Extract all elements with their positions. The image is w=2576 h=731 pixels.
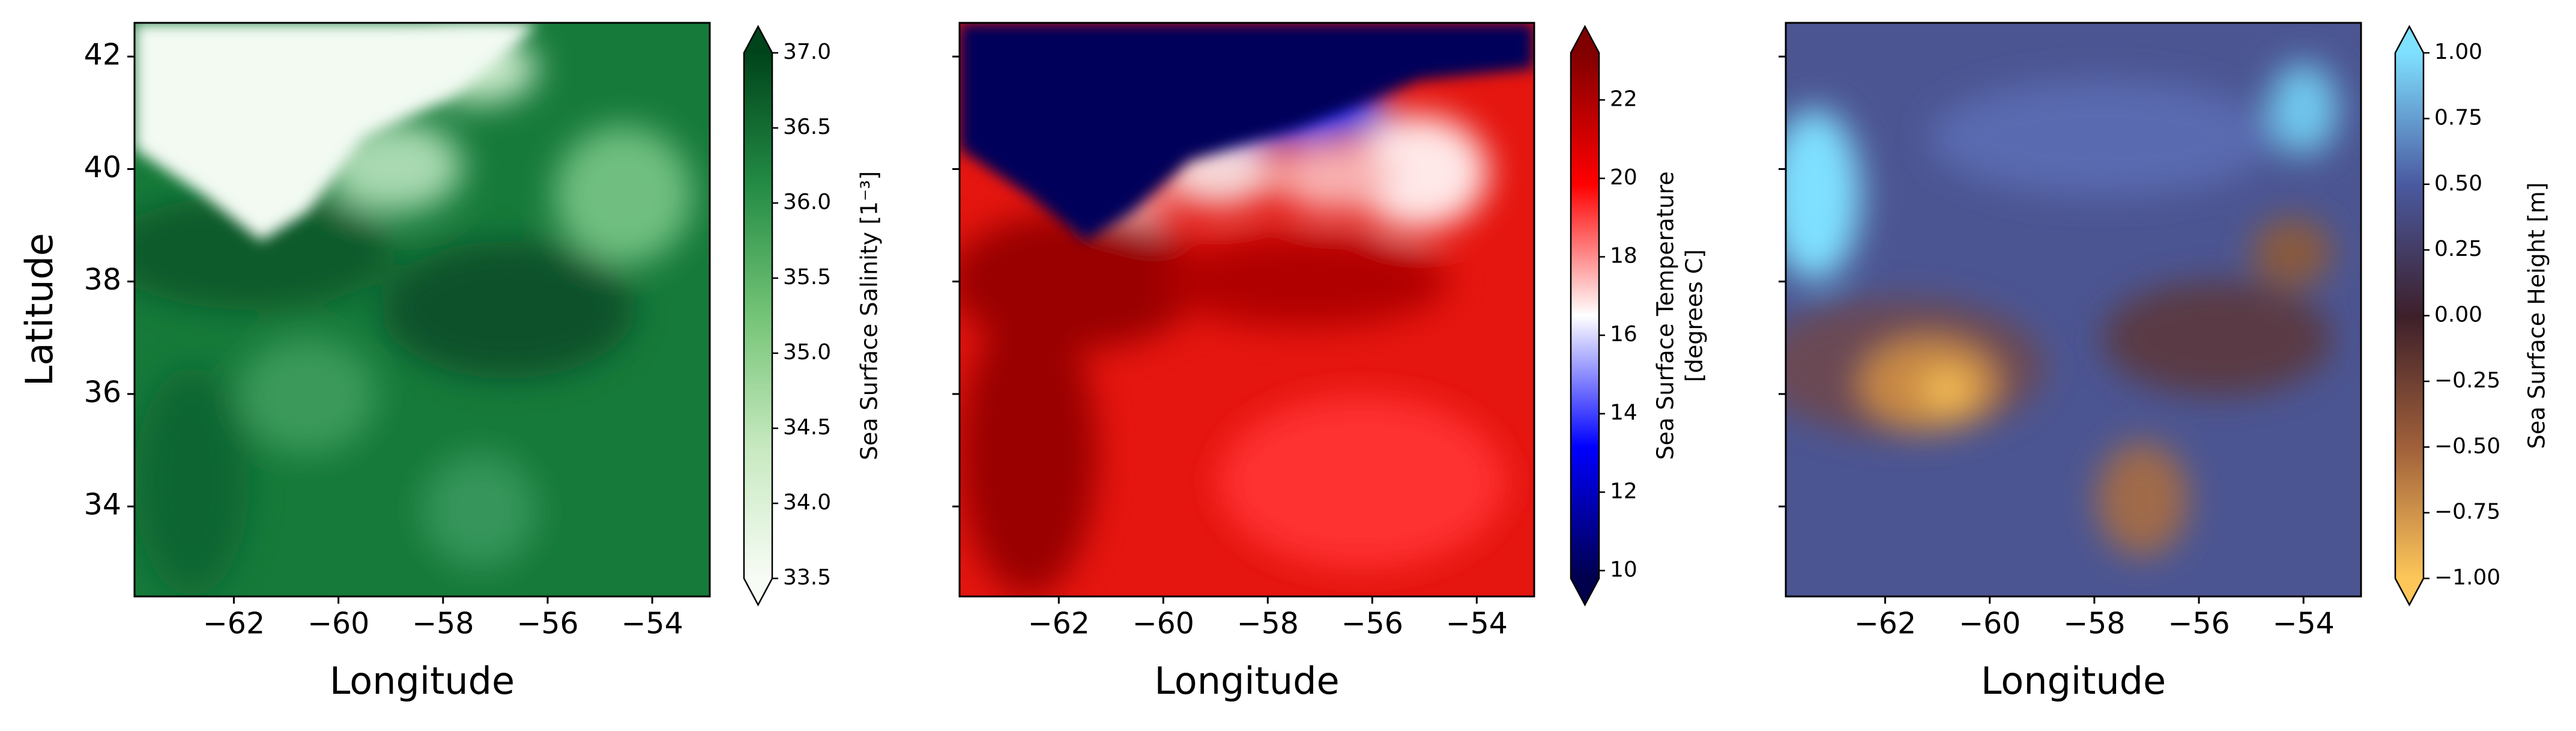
x-tick-label: −56 xyxy=(2168,607,2230,641)
heatmap-field xyxy=(1786,23,2361,596)
x-tick-label: −60 xyxy=(307,607,369,641)
colorbar-body xyxy=(744,53,772,578)
colorbar-tick-label: 22 xyxy=(1610,86,1637,111)
colorbar-label: Sea Surface Temperature xyxy=(1652,171,1679,460)
colorbar-tick-label: 0.50 xyxy=(2434,171,2482,196)
field-detail xyxy=(1786,62,2338,557)
field-feature xyxy=(1350,114,1489,229)
colorbar-tick-label: 37.0 xyxy=(783,40,831,64)
field-feature xyxy=(238,338,376,453)
colorbar-label: Sea Surface Salinity [1⁻³] xyxy=(856,171,883,460)
colorbar-extend-high xyxy=(1571,26,1599,53)
field-feature xyxy=(1786,109,1861,281)
y-tick-label: 38 xyxy=(84,262,121,297)
field-feature xyxy=(2096,441,2189,557)
colorbar-label: [degrees C] xyxy=(1681,249,1708,382)
colorbar-tick-label: 18 xyxy=(1610,244,1637,268)
colorbar-tick-label: 34.5 xyxy=(783,415,831,440)
colorbar-tick-label: 33.5 xyxy=(783,565,831,590)
colorbar-extend-low xyxy=(2395,578,2423,605)
x-axis-label: Longitude xyxy=(330,659,515,703)
x-axis-label: Longitude xyxy=(1154,659,1339,703)
heatmap-field xyxy=(135,23,710,596)
axes-frame xyxy=(958,22,1535,598)
field-feature xyxy=(554,126,693,264)
colorbar-body xyxy=(1571,53,1599,578)
colorbar-tick-label: 35.5 xyxy=(783,265,831,290)
colorbar-tick-label: 34.0 xyxy=(783,490,831,515)
colorbar-tick-label: 14 xyxy=(1610,401,1637,425)
field-region xyxy=(135,23,537,241)
colorbar-tick-label: −0.50 xyxy=(2434,434,2500,458)
x-tick-label: −56 xyxy=(516,607,578,641)
colorbar-label: Sea Surface Height [m] xyxy=(2524,182,2550,449)
axes-frame xyxy=(1785,22,2362,598)
x-tick-label: −62 xyxy=(1028,607,1090,641)
field-feature xyxy=(2269,62,2338,155)
colorbar-extend-high xyxy=(2395,26,2423,53)
field-feature xyxy=(381,240,635,379)
x-tick-label: −58 xyxy=(1237,607,1299,641)
colorbar-tick-label: 0.25 xyxy=(2434,237,2482,261)
colorbar-tick-label: −1.00 xyxy=(2434,565,2500,590)
colorbar-body xyxy=(2395,53,2423,578)
field-feature xyxy=(1160,235,1448,327)
y-tick-label: 42 xyxy=(84,38,121,72)
y-tick-label: 40 xyxy=(84,150,121,184)
colorbar-tick-label: 16 xyxy=(1610,322,1637,347)
colorbar-tick-label: 10 xyxy=(1610,557,1637,582)
x-axis-label: Longitude xyxy=(1981,659,2166,703)
colorbar-tick-label: 0.00 xyxy=(2434,303,2482,327)
colorbar-tick-label: −0.25 xyxy=(2434,368,2500,393)
x-tick-label: −54 xyxy=(1446,607,1508,641)
x-tick-label: −60 xyxy=(1132,607,1194,641)
heatmap-field xyxy=(960,23,1534,596)
x-tick-label: −58 xyxy=(2063,607,2125,641)
field-feature xyxy=(1218,395,1506,568)
x-tick-label: −60 xyxy=(1959,607,2021,641)
axes-frame xyxy=(133,22,711,598)
colorbar-extend-high xyxy=(744,26,772,53)
field-region xyxy=(960,23,1534,241)
field-feature xyxy=(1923,372,1970,407)
x-tick-label: −62 xyxy=(1854,607,1916,641)
field-feature xyxy=(1275,143,1391,213)
colorbar-tick-label: 0.75 xyxy=(2434,105,2482,130)
x-tick-label: −58 xyxy=(412,607,474,641)
y-tick-label: 34 xyxy=(84,488,121,522)
field-feature xyxy=(2251,217,2333,287)
colorbar-tick-label: 1.00 xyxy=(2434,40,2482,64)
y-tick-label: 36 xyxy=(84,375,121,409)
colorbar-tick-label: 35.0 xyxy=(783,340,831,365)
colorbar-tick-label: 20 xyxy=(1610,165,1637,190)
field-feature xyxy=(135,195,394,310)
x-tick-label: −54 xyxy=(2272,607,2334,641)
y-axis-label: Latitude xyxy=(17,233,61,386)
colorbar-tick-label: −0.75 xyxy=(2434,500,2500,524)
field-feature xyxy=(2102,281,2333,396)
x-tick-label: −62 xyxy=(203,607,265,641)
colorbar-tick-label: 12 xyxy=(1610,479,1637,503)
field-feature xyxy=(135,367,250,596)
x-tick-label: −56 xyxy=(1341,607,1403,641)
colorbar-outline xyxy=(1570,25,1600,607)
colorbar-extend-low xyxy=(744,578,772,605)
colorbar-extend-low xyxy=(1571,578,1599,605)
field-feature xyxy=(422,453,537,568)
field-feature xyxy=(960,309,1098,596)
colorbar-tick-label: 36.5 xyxy=(783,115,831,139)
x-tick-label: −54 xyxy=(621,607,683,641)
field-feature xyxy=(1929,80,2275,195)
colorbar-tick-label: 36.0 xyxy=(783,190,831,214)
